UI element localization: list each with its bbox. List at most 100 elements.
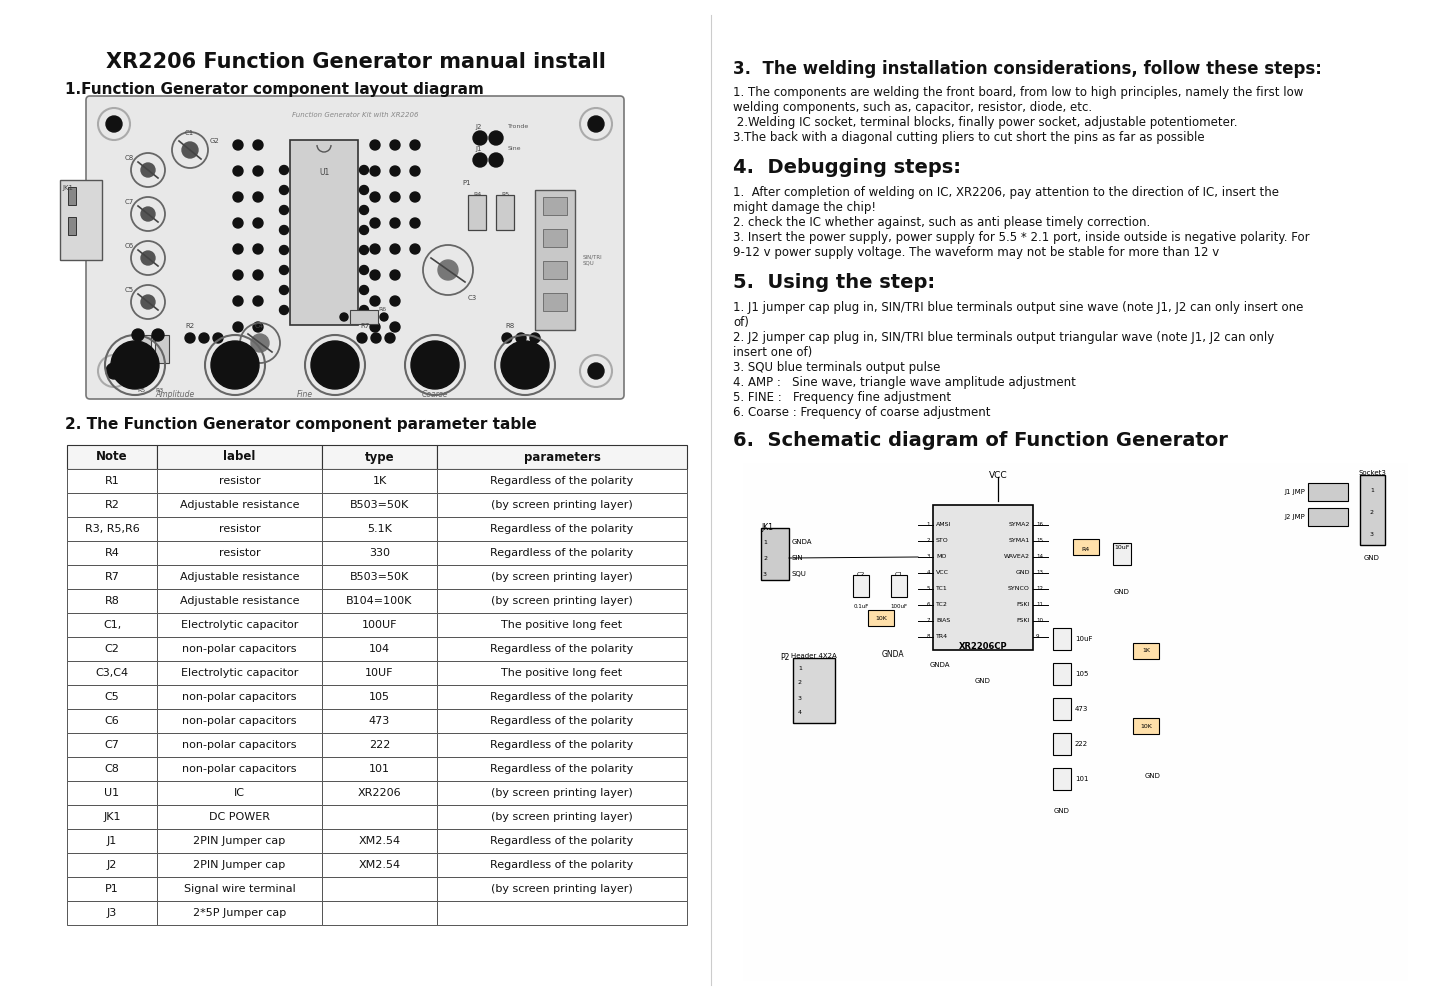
Circle shape (360, 245, 369, 254)
Text: Regardless of the polarity: Regardless of the polarity (491, 764, 634, 774)
Text: Amplitude: Amplitude (155, 390, 195, 399)
Text: U1: U1 (105, 788, 119, 798)
Text: XR2206CP: XR2206CP (959, 642, 1007, 651)
Bar (542, 261, 567, 279)
Circle shape (182, 142, 198, 158)
Text: FSKI: FSKI (1016, 603, 1030, 608)
Circle shape (280, 265, 288, 274)
Text: Adjustable resistance: Adjustable resistance (179, 500, 300, 510)
Bar (1053, 733, 1071, 755)
Text: VCC: VCC (936, 571, 949, 576)
Text: 100uF: 100uF (891, 605, 907, 610)
Bar (1053, 663, 1071, 685)
Text: (by screen printing layer): (by screen printing layer) (491, 596, 633, 606)
Circle shape (370, 244, 380, 254)
Circle shape (489, 153, 504, 167)
Text: R3: R3 (155, 388, 164, 393)
Circle shape (232, 166, 243, 176)
Bar (67, 853, 156, 877)
Circle shape (280, 165, 288, 174)
Text: 4: 4 (927, 571, 930, 576)
Text: J2: J2 (106, 860, 118, 870)
Text: J2 JMP: J2 JMP (1284, 514, 1304, 520)
Bar (321, 493, 438, 517)
Text: resistor: resistor (218, 524, 260, 534)
Text: Tronde: Tronde (508, 124, 530, 129)
Text: C7: C7 (105, 740, 119, 750)
Text: non-polar capacitors: non-polar capacitors (182, 644, 297, 654)
Bar (438, 445, 687, 469)
Text: IC: IC (234, 788, 245, 798)
Text: 6: 6 (927, 603, 930, 608)
Bar (67, 637, 156, 661)
Bar (1307, 483, 1347, 500)
Text: JK1: JK1 (62, 185, 73, 191)
Bar (67, 565, 156, 589)
Text: 473: 473 (1075, 706, 1088, 712)
Bar (1073, 539, 1099, 555)
Text: B503=50K: B503=50K (350, 572, 409, 582)
Circle shape (232, 296, 243, 306)
Text: 1: 1 (927, 523, 930, 528)
Text: GND: GND (974, 678, 992, 684)
Bar (794, 658, 835, 723)
Text: Function Generator Kit with XR2206: Function Generator Kit with XR2206 (291, 112, 418, 118)
Text: 3.  The welding installation considerations, follow these steps:: 3. The welding installation consideratio… (733, 60, 1322, 78)
Bar (542, 197, 567, 215)
Text: Regardless of the polarity: Regardless of the polarity (491, 836, 634, 846)
Text: 3: 3 (798, 696, 802, 701)
Bar (438, 781, 687, 805)
Bar (321, 637, 438, 661)
Text: 1.Function Generator component layout diagram: 1.Function Generator component layout di… (65, 82, 484, 97)
Bar (67, 217, 76, 235)
Bar (321, 613, 438, 637)
Bar (1053, 698, 1071, 720)
Bar (156, 805, 321, 829)
Text: P1: P1 (105, 884, 119, 894)
Bar (438, 757, 687, 781)
Bar (156, 877, 321, 901)
Text: C1: C1 (895, 572, 903, 577)
Bar (67, 733, 156, 757)
Text: MO: MO (936, 555, 946, 560)
Text: P1: P1 (462, 180, 471, 186)
Text: (by screen printing layer): (by screen printing layer) (491, 884, 633, 894)
Bar (67, 517, 156, 541)
Text: non-polar capacitors: non-polar capacitors (182, 764, 297, 774)
Text: Regardless of the polarity: Regardless of the polarity (491, 476, 634, 486)
Text: R6: R6 (377, 307, 386, 312)
Bar (321, 445, 438, 469)
Text: 101: 101 (369, 764, 390, 774)
Text: type: type (364, 450, 395, 463)
Circle shape (588, 363, 604, 379)
Text: 2.Welding IC socket, terminal blocks, finally power socket, adjustable potentiom: 2.Welding IC socket, terminal blocks, fi… (733, 116, 1237, 129)
Bar (1134, 718, 1159, 734)
Circle shape (502, 333, 512, 343)
Text: 10: 10 (1036, 619, 1043, 624)
Text: 14: 14 (1036, 555, 1043, 560)
Circle shape (501, 341, 550, 389)
Text: J1: J1 (106, 836, 118, 846)
Bar (156, 637, 321, 661)
Text: 2: 2 (927, 539, 930, 544)
Circle shape (253, 296, 263, 306)
Circle shape (390, 244, 400, 254)
Text: 5.1K: 5.1K (367, 524, 392, 534)
Circle shape (280, 185, 288, 194)
Text: C7: C7 (125, 199, 133, 205)
Text: Header 4X2A: Header 4X2A (791, 653, 837, 659)
Text: 7: 7 (927, 619, 930, 624)
Text: 10uF: 10uF (1115, 545, 1129, 550)
Circle shape (370, 296, 380, 306)
Circle shape (474, 131, 486, 145)
Text: Adjustable resistance: Adjustable resistance (179, 596, 300, 606)
Circle shape (360, 185, 369, 194)
Text: 1K: 1K (1142, 649, 1149, 654)
Bar (438, 541, 687, 565)
Circle shape (251, 334, 268, 352)
Circle shape (370, 218, 380, 228)
Circle shape (357, 333, 367, 343)
Bar (67, 781, 156, 805)
Bar (438, 733, 687, 757)
Text: SQU: SQU (792, 571, 806, 577)
